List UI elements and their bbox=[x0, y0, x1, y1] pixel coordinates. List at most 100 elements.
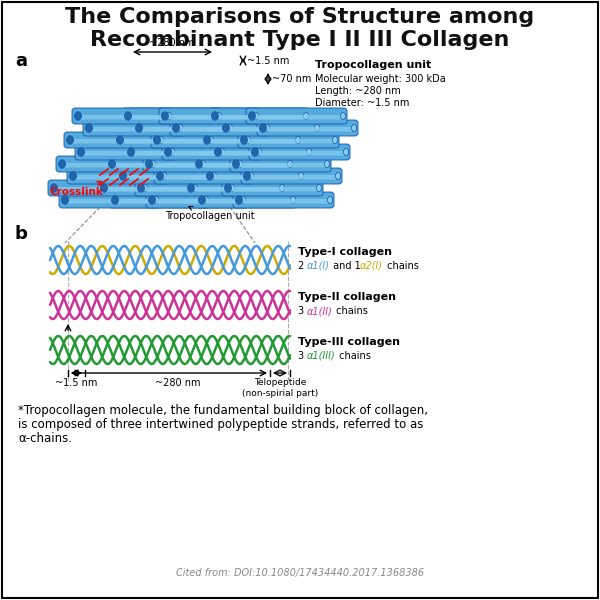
FancyBboxPatch shape bbox=[162, 144, 263, 160]
FancyBboxPatch shape bbox=[185, 180, 286, 196]
Text: ~1.5 nm: ~1.5 nm bbox=[55, 378, 97, 388]
Text: α-chains.: α-chains. bbox=[18, 432, 72, 445]
FancyBboxPatch shape bbox=[254, 151, 345, 155]
FancyBboxPatch shape bbox=[67, 168, 168, 184]
Ellipse shape bbox=[125, 112, 131, 120]
Ellipse shape bbox=[170, 148, 175, 155]
FancyBboxPatch shape bbox=[98, 180, 199, 196]
FancyBboxPatch shape bbox=[209, 175, 300, 179]
Text: Length: ~280 nm: Length: ~280 nm bbox=[315, 86, 401, 96]
FancyBboxPatch shape bbox=[143, 156, 244, 172]
Ellipse shape bbox=[224, 184, 232, 192]
Ellipse shape bbox=[67, 136, 74, 144]
Text: Cited from: DOI:10.1080/17434440.2017.1368386: Cited from: DOI:10.1080/17434440.2017.13… bbox=[176, 568, 424, 578]
Text: 3: 3 bbox=[298, 351, 307, 361]
Ellipse shape bbox=[251, 148, 259, 156]
Ellipse shape bbox=[161, 173, 167, 179]
Text: chains: chains bbox=[384, 261, 419, 271]
FancyBboxPatch shape bbox=[233, 192, 334, 208]
FancyBboxPatch shape bbox=[127, 115, 218, 119]
FancyBboxPatch shape bbox=[257, 120, 358, 136]
Text: Type-I collagen: Type-I collagen bbox=[298, 247, 392, 257]
Text: Tropocollagen unit: Tropocollagen unit bbox=[315, 60, 431, 70]
Ellipse shape bbox=[257, 148, 262, 155]
FancyBboxPatch shape bbox=[111, 163, 202, 167]
FancyBboxPatch shape bbox=[48, 180, 149, 196]
Ellipse shape bbox=[158, 136, 163, 143]
Text: α1(I): α1(I) bbox=[307, 261, 330, 271]
Text: *Tropocollagen molecule, the fundamental building block of collagen,: *Tropocollagen molecule, the fundamental… bbox=[18, 404, 428, 417]
FancyBboxPatch shape bbox=[146, 192, 247, 208]
FancyBboxPatch shape bbox=[106, 156, 207, 172]
Ellipse shape bbox=[254, 113, 259, 119]
Ellipse shape bbox=[154, 136, 161, 144]
Ellipse shape bbox=[203, 136, 211, 144]
FancyBboxPatch shape bbox=[64, 199, 155, 203]
FancyBboxPatch shape bbox=[220, 120, 321, 136]
Ellipse shape bbox=[248, 112, 256, 120]
Ellipse shape bbox=[119, 172, 127, 180]
Ellipse shape bbox=[143, 185, 148, 191]
Ellipse shape bbox=[341, 113, 346, 119]
Ellipse shape bbox=[101, 184, 107, 192]
Ellipse shape bbox=[238, 160, 242, 167]
FancyBboxPatch shape bbox=[83, 120, 184, 136]
Ellipse shape bbox=[151, 160, 155, 167]
FancyBboxPatch shape bbox=[230, 156, 331, 172]
Ellipse shape bbox=[136, 124, 143, 132]
FancyBboxPatch shape bbox=[133, 120, 234, 136]
Ellipse shape bbox=[74, 112, 82, 120]
Text: Type-II collagen: Type-II collagen bbox=[298, 292, 396, 302]
Ellipse shape bbox=[70, 172, 77, 180]
Text: α2(I): α2(I) bbox=[360, 261, 383, 271]
Ellipse shape bbox=[128, 148, 134, 156]
Ellipse shape bbox=[149, 196, 155, 204]
Ellipse shape bbox=[217, 113, 221, 119]
Ellipse shape bbox=[248, 173, 254, 179]
FancyBboxPatch shape bbox=[196, 192, 297, 208]
Text: 3: 3 bbox=[298, 306, 307, 316]
Ellipse shape bbox=[227, 124, 233, 131]
FancyBboxPatch shape bbox=[148, 163, 239, 167]
FancyBboxPatch shape bbox=[206, 139, 297, 143]
FancyBboxPatch shape bbox=[238, 132, 339, 148]
Text: Tropocollagen unit: Tropocollagen unit bbox=[165, 206, 254, 221]
Ellipse shape bbox=[233, 160, 239, 168]
FancyBboxPatch shape bbox=[61, 163, 152, 167]
FancyBboxPatch shape bbox=[114, 199, 205, 203]
FancyBboxPatch shape bbox=[69, 139, 160, 143]
Ellipse shape bbox=[307, 148, 311, 155]
FancyBboxPatch shape bbox=[75, 144, 176, 160]
Ellipse shape bbox=[296, 136, 301, 143]
FancyBboxPatch shape bbox=[117, 168, 218, 184]
FancyBboxPatch shape bbox=[122, 175, 213, 179]
Ellipse shape bbox=[244, 172, 251, 180]
Ellipse shape bbox=[146, 160, 152, 168]
FancyBboxPatch shape bbox=[72, 175, 163, 179]
FancyBboxPatch shape bbox=[80, 151, 171, 155]
FancyBboxPatch shape bbox=[241, 168, 342, 184]
Text: is composed of three intertwined polypeptide strands, referred to as: is composed of three intertwined polypep… bbox=[18, 418, 424, 431]
FancyBboxPatch shape bbox=[77, 115, 168, 119]
FancyBboxPatch shape bbox=[227, 187, 318, 191]
FancyBboxPatch shape bbox=[170, 120, 271, 136]
FancyBboxPatch shape bbox=[72, 108, 173, 124]
Ellipse shape bbox=[215, 148, 221, 156]
Ellipse shape bbox=[199, 196, 205, 204]
Text: The Comparisons of Structure among: The Comparisons of Structure among bbox=[65, 7, 535, 27]
Ellipse shape bbox=[235, 196, 242, 204]
Ellipse shape bbox=[137, 184, 145, 192]
FancyBboxPatch shape bbox=[235, 163, 326, 167]
FancyBboxPatch shape bbox=[217, 151, 308, 155]
FancyBboxPatch shape bbox=[249, 144, 350, 160]
Ellipse shape bbox=[212, 112, 218, 120]
Ellipse shape bbox=[304, 113, 308, 119]
Ellipse shape bbox=[109, 160, 115, 168]
FancyBboxPatch shape bbox=[198, 163, 289, 167]
Ellipse shape bbox=[173, 124, 179, 132]
FancyBboxPatch shape bbox=[212, 144, 313, 160]
FancyBboxPatch shape bbox=[251, 115, 342, 119]
Ellipse shape bbox=[209, 136, 214, 143]
Ellipse shape bbox=[280, 185, 284, 191]
Text: ~1.5 nm: ~1.5 nm bbox=[247, 56, 289, 66]
